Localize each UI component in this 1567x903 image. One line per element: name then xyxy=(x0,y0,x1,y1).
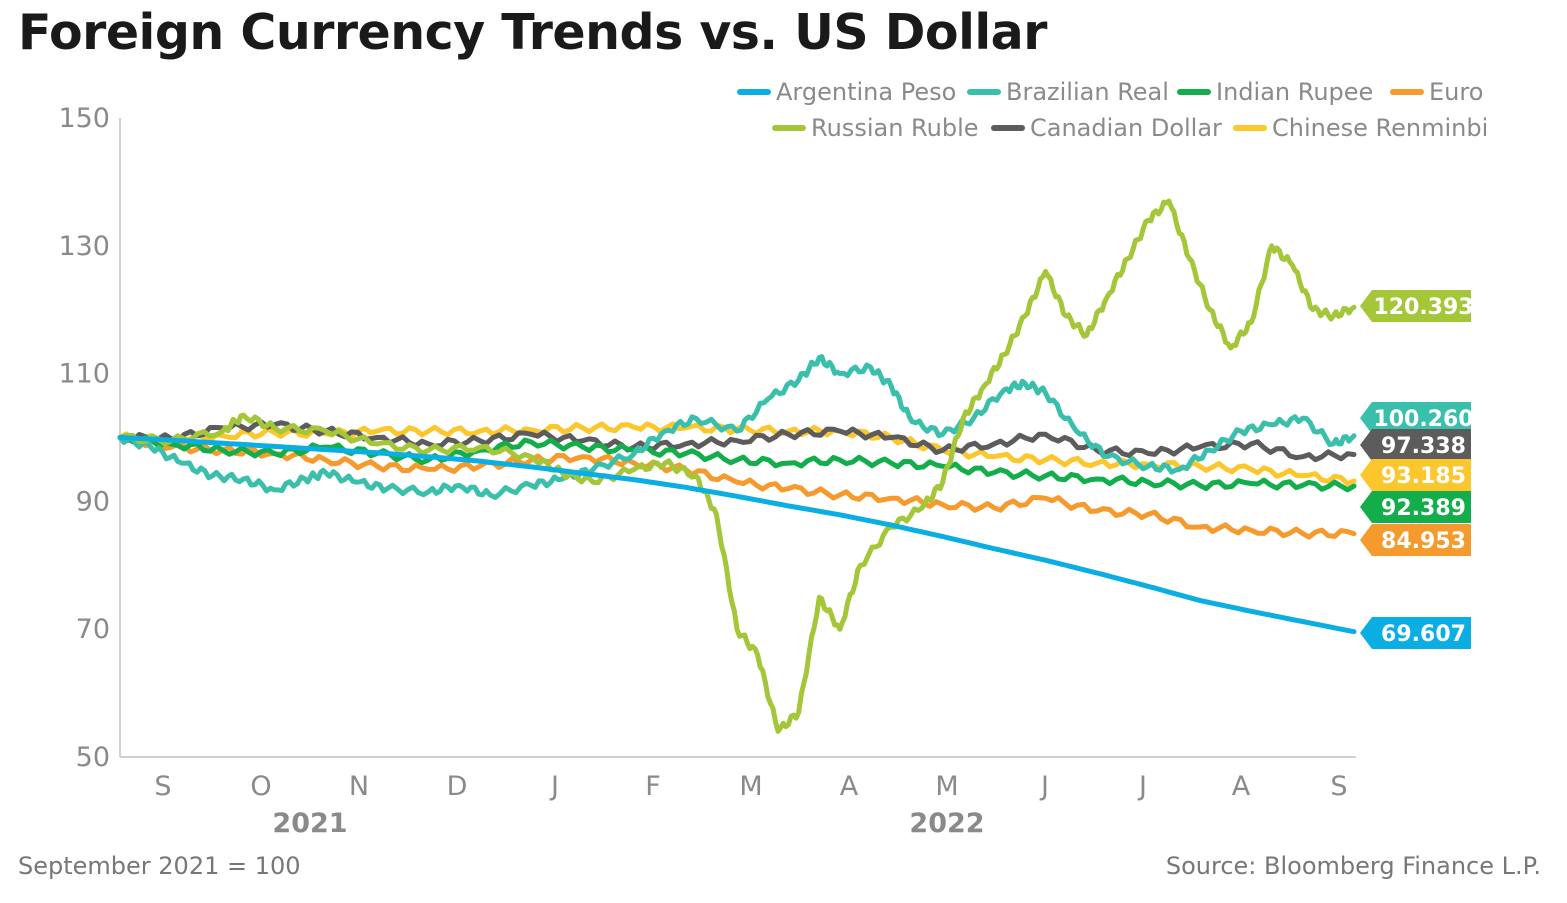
x-tick-label: S xyxy=(154,771,171,802)
series-line-brazilian-real xyxy=(117,354,1357,500)
x-tick-label: D xyxy=(447,771,468,802)
end-label-russian-ruble: 120.393 xyxy=(1360,290,1474,322)
y-tick-label: 150 xyxy=(58,103,110,134)
legend-label: Canadian Dollar xyxy=(1030,114,1222,142)
end-labels: 69.607 100.260 92.389 84.953 120.393 97.338 93… xyxy=(1360,290,1474,649)
end-label-tag xyxy=(1360,290,1471,322)
legend-item-russian-ruble: Russian Ruble xyxy=(772,114,979,142)
legend-item-argentina-peso: Argentina Peso xyxy=(737,78,956,106)
footnote: September 2021 = 100 xyxy=(18,852,301,880)
series-layer xyxy=(117,198,1357,734)
x-tick-label: A xyxy=(840,771,859,802)
end-label-tag xyxy=(1360,617,1471,649)
legend-item-chinese-renminbi: Chinese Renminbi xyxy=(1233,114,1488,142)
y-tick-label: 70 xyxy=(76,614,110,645)
chart-axes: 50 70 90 110 130 150 S O N D J F M A M J J A S 2021 2022 xyxy=(58,103,1356,839)
end-label-canadian-dollar: 97.338 xyxy=(1360,429,1471,461)
end-label-value: 100.260 xyxy=(1373,407,1473,432)
end-label-argentina-peso: 69.607 xyxy=(1360,617,1471,649)
legend-label: Brazilian Real xyxy=(1006,78,1169,106)
chart-title: Foreign Currency Trends vs. US Dollar xyxy=(18,4,1047,61)
end-label-euro: 84.953 xyxy=(1360,524,1471,556)
legend-item-indian-rupee: Indian Rupee xyxy=(1177,78,1373,106)
y-tick-label: 90 xyxy=(76,486,110,517)
end-label-value: 69.607 xyxy=(1381,622,1466,647)
x-tick-label: O xyxy=(250,771,271,802)
y-tick-label: 130 xyxy=(58,231,110,262)
end-label-value: 97.338 xyxy=(1381,434,1466,459)
y-tick-label: 110 xyxy=(58,359,110,390)
y-tick-label: 50 xyxy=(76,742,110,773)
legend-item-canadian-dollar: Canadian Dollar xyxy=(991,114,1222,142)
x-tick-label: J xyxy=(549,771,559,802)
x-tick-label: A xyxy=(1232,771,1251,802)
year-label: 2022 xyxy=(909,808,984,839)
x-tick-label: N xyxy=(349,771,369,802)
legend-label: Indian Rupee xyxy=(1216,78,1373,106)
legend-item-brazilian-real: Brazilian Real xyxy=(967,78,1169,106)
x-tick-label: M xyxy=(935,771,958,802)
end-label-chinese-renminbi: 93.185 xyxy=(1360,459,1471,491)
legend-label: Argentina Peso xyxy=(776,78,956,106)
legend-item-euro: Euro xyxy=(1390,78,1483,106)
x-tick-label: F xyxy=(645,771,661,802)
end-label-tag xyxy=(1360,459,1471,491)
end-label-value: 93.185 xyxy=(1381,464,1466,489)
legend-label: Chinese Renminbi xyxy=(1272,114,1488,142)
end-label-value: 92.389 xyxy=(1381,496,1466,521)
series-line-russian-ruble xyxy=(117,198,1357,734)
x-tick-label: S xyxy=(1330,771,1347,802)
series-line-argentina-peso xyxy=(117,435,1357,635)
end-label-brazilian-real: 100.260 xyxy=(1360,402,1474,434)
source-note: Source: Bloomberg Finance L.P. xyxy=(1165,852,1541,880)
legend: Argentina Peso Brazilian Real Indian Rupee… xyxy=(737,78,1488,142)
end-label-tag xyxy=(1360,524,1471,556)
legend-label: Russian Ruble xyxy=(811,114,979,142)
series-line-euro xyxy=(117,433,1357,540)
end-label-value: 84.953 xyxy=(1381,529,1466,554)
legend-label: Euro xyxy=(1429,78,1483,106)
x-tick-label: J xyxy=(1039,771,1049,802)
x-tick-label: J xyxy=(1137,771,1147,802)
end-label-tag xyxy=(1360,491,1471,523)
end-label-value: 120.393 xyxy=(1373,295,1473,320)
end-label-indian-rupee: 92.389 xyxy=(1360,491,1471,523)
end-label-tag xyxy=(1360,429,1471,461)
year-label: 2021 xyxy=(272,808,347,839)
end-label-tag xyxy=(1360,402,1471,434)
x-tick-label: M xyxy=(739,771,762,802)
